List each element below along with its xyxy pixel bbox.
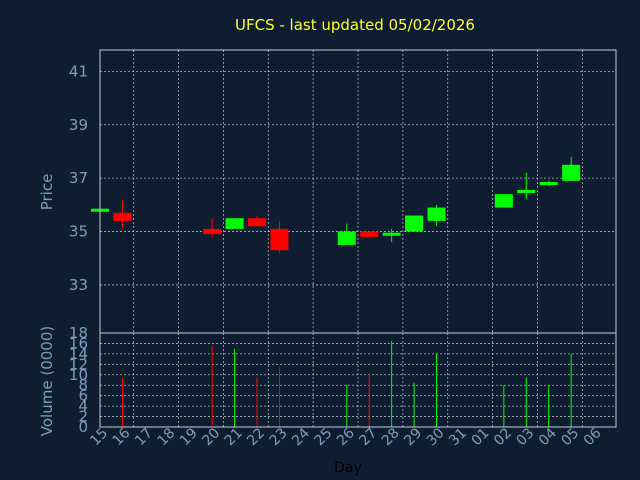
price-y-tick: 39 [69,116,88,134]
volume-bars [121,340,572,427]
candle-body [337,231,356,245]
volume-y-tick: 8 [78,376,88,394]
volume-y-tick: 6 [78,387,88,405]
volume-y-tick: 0 [78,418,88,436]
candle-body [203,228,222,235]
x-axis-label: Day [334,460,362,476]
price-axis-label: Price [38,174,56,211]
price-y-tick: 35 [69,223,88,241]
candle-body [427,207,446,221]
price-y-tick: 37 [69,169,88,187]
volume-y-tick: 10 [69,366,88,384]
volume-y-tick: 16 [69,334,88,352]
volume-y-tick: 4 [78,397,88,415]
volume-y-tick: 18 [69,324,88,342]
candle-body [562,164,581,181]
price-y-tick: 41 [69,62,88,80]
chart-title: UFCS - last updated 05/02/2026 [235,16,475,34]
price-y-tick-labels: 33 35 37 39 41 [69,62,88,294]
volume-y-tick: 2 [78,408,88,426]
candle-body [494,194,513,208]
price-y-tick: 33 [69,276,88,294]
candle-body [405,215,424,232]
candle-body [382,232,401,236]
volume-panel-frame [99,332,617,428]
candle-body [517,190,536,193]
price-candles [91,156,581,253]
candle-body [539,181,558,185]
candle-body [360,231,379,237]
volume-gridlines [100,333,616,427]
volume-y-tick: 14 [69,345,88,363]
volume-y-tick: 12 [69,355,88,373]
candle-body [270,228,289,251]
x-tick-labels: 1516171819202122232425262728293031010203… [87,425,605,449]
candle-body [113,212,132,221]
volume-axis-label: Volume (0000) [38,326,56,436]
candle-body [248,218,267,227]
candle-body [225,218,244,229]
price-gridlines [100,50,616,333]
